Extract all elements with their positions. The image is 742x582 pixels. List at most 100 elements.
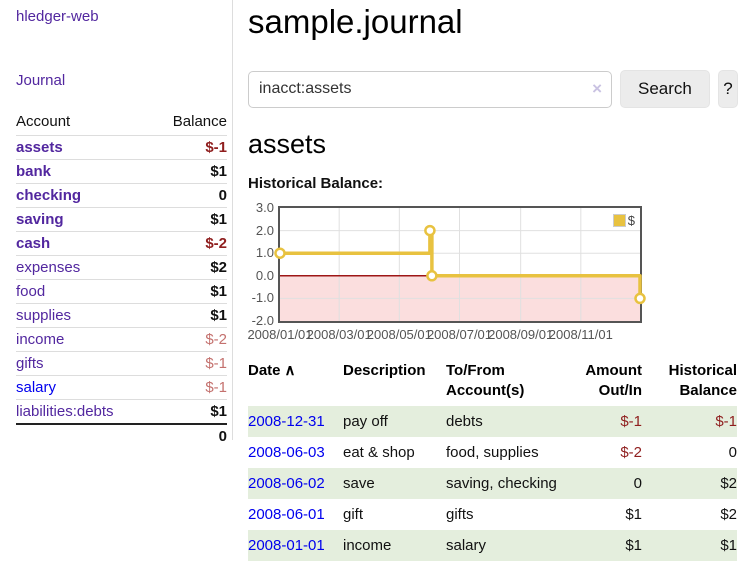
balance-chart: $3.0 2.0 1.0 0.0 -1.0 -2.0 2008/01/01 2008/03/0… <box>247 200 738 344</box>
sidebar-account-link[interactable]: saving <box>16 211 64 228</box>
register-header-amount: Amount Out/In <box>585 362 642 400</box>
account-row: supplies $1 <box>16 303 227 328</box>
account-row: food $1 <box>16 279 227 304</box>
search-box: × <box>248 70 612 108</box>
transaction-balance: $1 <box>642 529 737 561</box>
account-heading: assets <box>248 129 327 159</box>
account-row: bank $1 <box>16 159 227 184</box>
transaction-accounts: saving, checking <box>446 467 566 499</box>
account-balance: $1 <box>151 159 227 184</box>
transaction-description: income <box>343 529 446 561</box>
accounts-total: 0 <box>151 423 227 448</box>
search-bar: × Search ? <box>248 70 738 108</box>
y-axis-tick-label: -2.0 <box>251 313 274 328</box>
sidebar-account-link[interactable]: cash <box>16 235 51 252</box>
transaction-balance: $2 <box>642 467 737 499</box>
transaction-accounts: debts <box>446 405 566 437</box>
journal-link[interactable]: Journal <box>16 72 66 89</box>
main-panel: sample.journal × Search ? assets Histori… <box>247 0 738 561</box>
account-balance: 0 <box>151 183 227 208</box>
register-row: 2008-06-03 eat & shop food, supplies $-2 0 <box>248 437 737 468</box>
register-row: 2008-06-02 save saving, checking 0 $2 <box>248 467 737 499</box>
y-axis-tick-label: 2.0 <box>255 222 274 238</box>
sidebar-account-link[interactable]: liabilities:debts <box>16 403 114 420</box>
x-axis-tick-label: 2008/11/01 <box>548 327 613 342</box>
register-header-accounts: To/From Account(s) <box>446 362 525 400</box>
transaction-amount: $-2 <box>620 443 642 461</box>
sidebar-account-link[interactable]: food <box>16 283 46 300</box>
transaction-balance: 0 <box>728 443 737 461</box>
y-axis-tick-label: -1.0 <box>251 290 274 306</box>
account-balance: $1 <box>151 399 227 424</box>
sidebar-account-link[interactable]: supplies <box>16 307 72 324</box>
x-axis-tick-label: 2008/09/01 <box>488 327 554 342</box>
transaction-amount: $-1 <box>566 405 642 437</box>
transaction-date-link[interactable]: 2008-06-03 <box>248 443 325 461</box>
transaction-balance: $2 <box>720 505 737 523</box>
x-axis-tick-label: 2008/05/01 <box>366 327 432 342</box>
account-row: income $-2 <box>16 327 227 352</box>
x-axis-tick-label: 2008/01/01 <box>247 327 313 342</box>
account-row: liabilities:debts $1 <box>16 399 227 424</box>
accounts-table: Account Balance assets $-1 bank $1 checking 0… <box>16 110 227 448</box>
clear-search-icon[interactable]: × <box>592 78 602 98</box>
register-row: 2008-06-01 gift gifts $1 $2 <box>248 499 737 530</box>
y-axis-tick-label: 1.0 <box>255 245 274 261</box>
chart-plot-area: $ <box>274 206 646 323</box>
search-button[interactable]: Search <box>620 70 710 108</box>
register-table: Date ∧ Description To/From Account(s) Amo… <box>248 359 737 561</box>
transaction-description: eat & shop <box>343 443 415 461</box>
account-row: assets $-1 <box>16 136 227 160</box>
help-button[interactable]: ? <box>717 70 738 108</box>
x-axis-tick-label: 2008/03/01 <box>306 327 372 342</box>
transaction-date-link[interactable]: 2008-01-01 <box>248 536 325 554</box>
account-row: saving $1 <box>16 207 227 232</box>
account-balance: $1 <box>151 207 227 232</box>
x-axis-tick-label: 2008/07/01 <box>426 327 493 342</box>
sidebar-account-link[interactable]: income <box>16 331 65 348</box>
sidebar: hledger-web Journal Account Balance asse… <box>0 0 233 448</box>
account-balance: $1 <box>151 279 227 304</box>
account-balance: $-1 <box>205 139 227 156</box>
account-row: salary $-1 <box>16 375 227 400</box>
transaction-description: gift <box>343 505 364 523</box>
transaction-date-link[interactable]: 2008-12-31 <box>248 412 325 430</box>
sidebar-account-link[interactable]: salary <box>16 379 57 396</box>
account-balance: $-1 <box>151 351 227 376</box>
transaction-date-link[interactable]: 2008-06-01 <box>248 505 325 523</box>
account-row: gifts $-1 <box>16 351 227 376</box>
account-row: checking 0 <box>16 183 227 208</box>
sidebar-account-link[interactable]: bank <box>16 163 52 180</box>
transaction-accounts: food, supplies <box>446 443 539 461</box>
accounts-header-account: Account <box>16 110 152 136</box>
accounts-header-balance: Balance <box>151 110 227 136</box>
y-axis-tick-label: 3.0 <box>255 200 274 215</box>
transaction-amount: $1 <box>566 529 642 561</box>
search-input[interactable] <box>248 70 612 108</box>
chart-title: Historical Balance: <box>248 175 384 192</box>
transaction-description: save <box>343 467 446 499</box>
account-balance: $-2 <box>151 327 227 352</box>
sort-ascending-icon: ∧ <box>284 362 296 379</box>
transaction-amount: $1 <box>625 505 642 523</box>
transaction-description: pay off <box>343 405 446 437</box>
register-row: 2008-01-01 income salary $1 $1 <box>248 529 737 561</box>
account-row: cash $-2 <box>16 231 227 256</box>
account-balance: $2 <box>151 255 227 280</box>
transaction-amount: 0 <box>566 467 642 499</box>
page-title: sample.journal <box>248 3 463 40</box>
accounts-header-row: Account Balance <box>16 110 227 136</box>
y-axis-tick-label: 0.0 <box>255 267 274 283</box>
account-row: expenses $2 <box>16 255 227 280</box>
register-header-date[interactable]: Date ∧ <box>248 362 296 379</box>
sidebar-account-link[interactable]: gifts <box>16 355 44 372</box>
sidebar-account-link[interactable]: expenses <box>16 259 81 276</box>
sidebar-account-link[interactable]: checking <box>16 187 82 204</box>
transaction-accounts: salary <box>446 529 566 561</box>
transaction-balance: $-1 <box>642 405 737 437</box>
sidebar-account-link[interactable]: assets <box>16 139 63 156</box>
register-header-row: Date ∧ Description To/From Account(s) Amo… <box>248 359 737 406</box>
chart-legend: $ <box>612 213 635 228</box>
transaction-date-link[interactable]: 2008-06-02 <box>248 474 325 492</box>
brand-link[interactable]: hledger-web <box>16 8 99 25</box>
